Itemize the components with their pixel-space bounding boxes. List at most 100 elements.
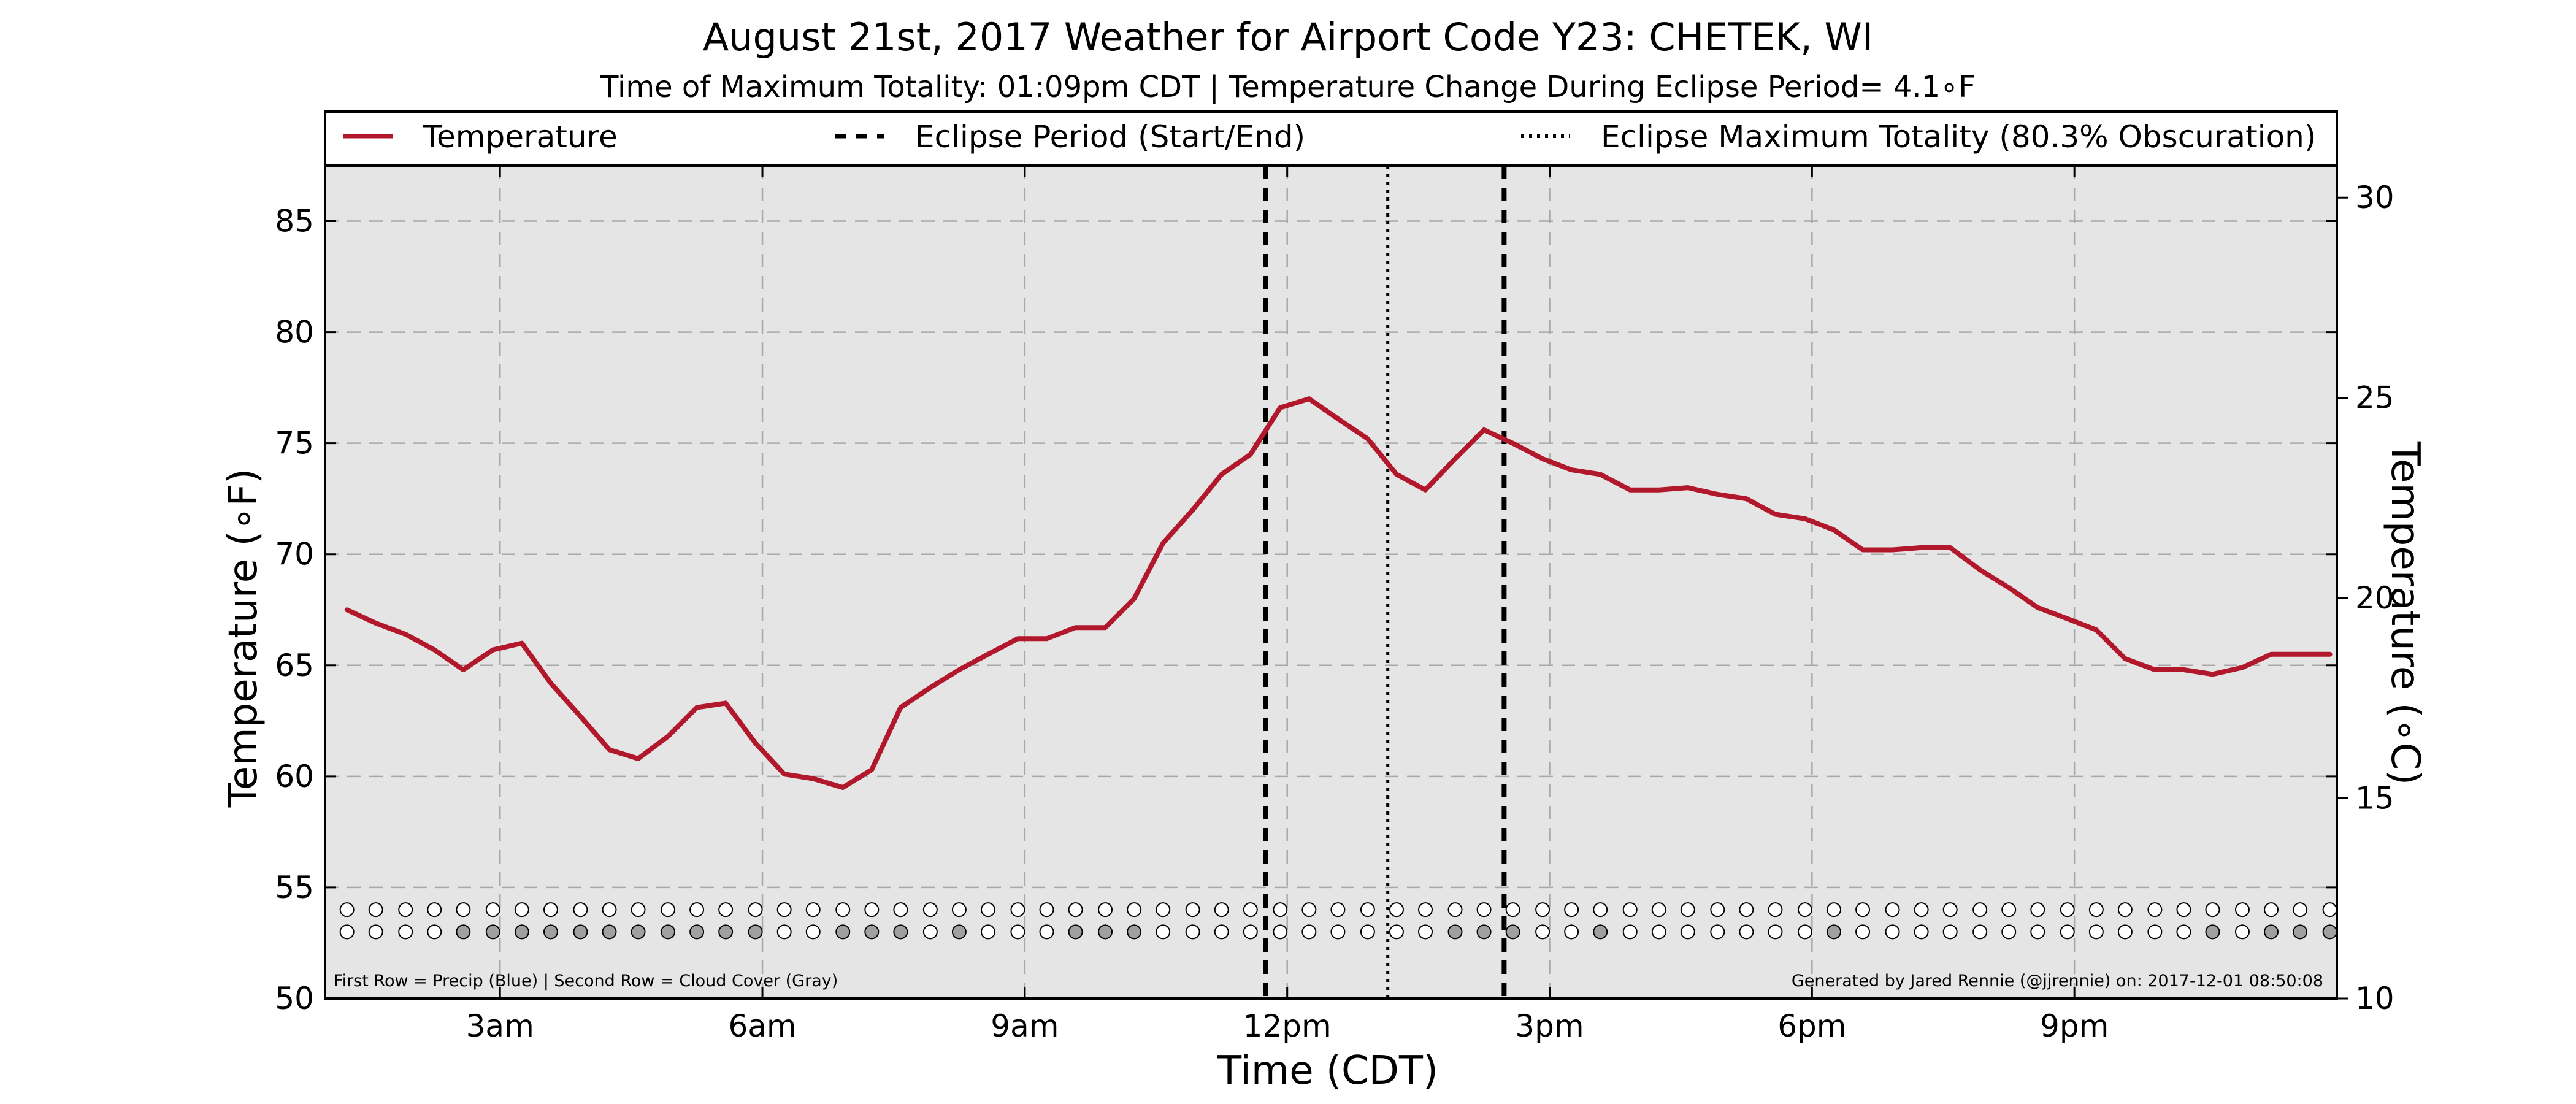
precip-dot bbox=[2147, 902, 2163, 918]
y-right-tick-label: 30 bbox=[2355, 180, 2394, 215]
cloud-cover-dot bbox=[427, 924, 442, 940]
legend-eclipse-period-label: Eclipse Period (Start/End) bbox=[915, 119, 1305, 155]
cloud-cover-dot bbox=[835, 924, 851, 940]
precip-dot bbox=[2001, 902, 2017, 918]
cloud-cover-dot bbox=[1360, 924, 1375, 940]
x-axis-label: Time (CDT) bbox=[1217, 1048, 1438, 1094]
precip-dot bbox=[2030, 902, 2045, 918]
precip-dot bbox=[835, 902, 851, 918]
precip-dot bbox=[1156, 902, 1171, 918]
precip-dot bbox=[1039, 902, 1054, 918]
cloud-cover-dot bbox=[1418, 924, 1433, 940]
legend: Temperature Eclipse Period (Start/End) E… bbox=[324, 110, 2338, 167]
cloud-cover-dot bbox=[1680, 924, 1695, 940]
cloud-cover-dot bbox=[602, 924, 617, 940]
precip-dot bbox=[543, 902, 558, 918]
cloud-cover-dot bbox=[1389, 924, 1404, 940]
precip-dot bbox=[2293, 902, 2308, 918]
x-tick-label: 9am bbox=[991, 1008, 1059, 1044]
y-tick-label: 60 bbox=[275, 759, 314, 794]
footnote-right: Generated by Jared Rennie (@jjrennie) on… bbox=[1792, 972, 2323, 991]
cloud-cover-dot bbox=[2147, 924, 2163, 940]
cloud-cover-dot bbox=[1127, 924, 1142, 940]
precip-dot bbox=[1418, 902, 1433, 918]
precip-dot bbox=[1972, 902, 1988, 918]
cloud-cover-dot bbox=[2293, 924, 2308, 940]
x-tick-label: 12pm bbox=[1243, 1008, 1332, 1044]
y-tick-label: 70 bbox=[275, 537, 314, 572]
cloud-cover-dot bbox=[398, 924, 413, 940]
footnote-left: First Row = Precip (Blue) | Second Row =… bbox=[334, 972, 838, 991]
precip-dot bbox=[1214, 902, 1229, 918]
precip-dot bbox=[922, 902, 938, 918]
cloud-cover-dot bbox=[1301, 924, 1317, 940]
precip-dot bbox=[1273, 902, 1288, 918]
cloud-cover-dot bbox=[951, 924, 967, 940]
cloud-cover-dot bbox=[1214, 924, 1229, 940]
precip-dot bbox=[2117, 902, 2133, 918]
precip-dot bbox=[602, 902, 617, 918]
precip-dot bbox=[1068, 902, 1083, 918]
cloud-cover-dot bbox=[1914, 924, 1929, 940]
precip-dot bbox=[1330, 902, 1346, 918]
cloud-cover-dot bbox=[1622, 924, 1638, 940]
cloud-cover-dot bbox=[1797, 924, 1812, 940]
y-axis-label: Temperature (∘F) bbox=[221, 469, 266, 808]
precip-dot bbox=[661, 902, 676, 918]
precip-dot bbox=[2176, 902, 2191, 918]
precip-dot bbox=[456, 902, 471, 918]
cloud-cover-dot bbox=[1330, 924, 1346, 940]
cloud-cover-dot bbox=[893, 924, 908, 940]
chart-subtitle: Time of Maximum Totality: 01:09pm CDT | … bbox=[600, 70, 1976, 104]
precip-dot bbox=[1768, 902, 1783, 918]
precip-dot bbox=[1360, 902, 1375, 918]
cloud-cover-dot bbox=[2030, 924, 2045, 940]
precip-dot bbox=[1389, 902, 1404, 918]
cloud-cover-dot bbox=[689, 924, 705, 940]
precip-dot bbox=[864, 902, 880, 918]
precip-dot bbox=[980, 902, 995, 918]
cloud-cover-dot bbox=[1447, 924, 1463, 940]
cloud-cover-dot bbox=[2060, 924, 2075, 940]
cloud-cover-dot bbox=[631, 924, 646, 940]
y-right-tick-label: 15 bbox=[2355, 781, 2394, 816]
precip-dot bbox=[1855, 902, 1871, 918]
cloud-cover-dot bbox=[485, 924, 500, 940]
precip-dot bbox=[485, 902, 500, 918]
cloud-cover-dot bbox=[922, 924, 938, 940]
x-tick-label: 3am bbox=[466, 1008, 534, 1044]
cloud-cover-dot bbox=[2205, 924, 2220, 940]
precip-dot bbox=[1914, 902, 1929, 918]
cloud-cover-dot bbox=[1885, 924, 1900, 940]
cloud-cover-dot bbox=[661, 924, 676, 940]
precip-dot bbox=[689, 902, 705, 918]
cloud-cover-dot bbox=[718, 924, 734, 940]
y-tick-label: 50 bbox=[275, 981, 314, 1016]
precip-dot bbox=[1010, 902, 1025, 918]
legend-eclipse-max-label: Eclipse Maximum Totality (80.3% Obscurat… bbox=[1601, 119, 2316, 155]
cloud-cover-dot bbox=[1564, 924, 1579, 940]
precip-dot bbox=[1476, 902, 1492, 918]
precip-dot bbox=[2088, 902, 2104, 918]
precip-dot bbox=[1739, 902, 1754, 918]
cloud-cover-dot bbox=[748, 924, 763, 940]
plot-area: 50 55 60 65 70 75 80 85 10 15 20 25 30 3am 6am 9am 12pm 3… bbox=[275, 164, 2394, 1044]
precip-dot bbox=[805, 902, 821, 918]
x-tick-label: 9pm bbox=[2040, 1008, 2109, 1044]
chart-title: August 21st, 2017 Weather for Airport Co… bbox=[703, 15, 1873, 59]
cloud-cover-dot bbox=[1768, 924, 1783, 940]
cloud-cover-dot bbox=[1739, 924, 1754, 940]
y-right-tick-label: 10 bbox=[2355, 981, 2394, 1016]
cloud-cover-dot bbox=[1010, 924, 1025, 940]
cloud-cover-dot bbox=[980, 924, 995, 940]
cloud-cover-dot bbox=[1185, 924, 1200, 940]
precip-dot bbox=[893, 902, 908, 918]
cloud-cover-dot bbox=[339, 924, 355, 940]
precip-dot bbox=[2264, 902, 2279, 918]
x-tick-label: 6pm bbox=[1777, 1008, 1846, 1044]
cloud-cover-dot bbox=[2088, 924, 2104, 940]
precip-dot bbox=[1243, 902, 1258, 918]
y-tick-label: 55 bbox=[275, 870, 314, 905]
precip-dot bbox=[368, 902, 383, 918]
